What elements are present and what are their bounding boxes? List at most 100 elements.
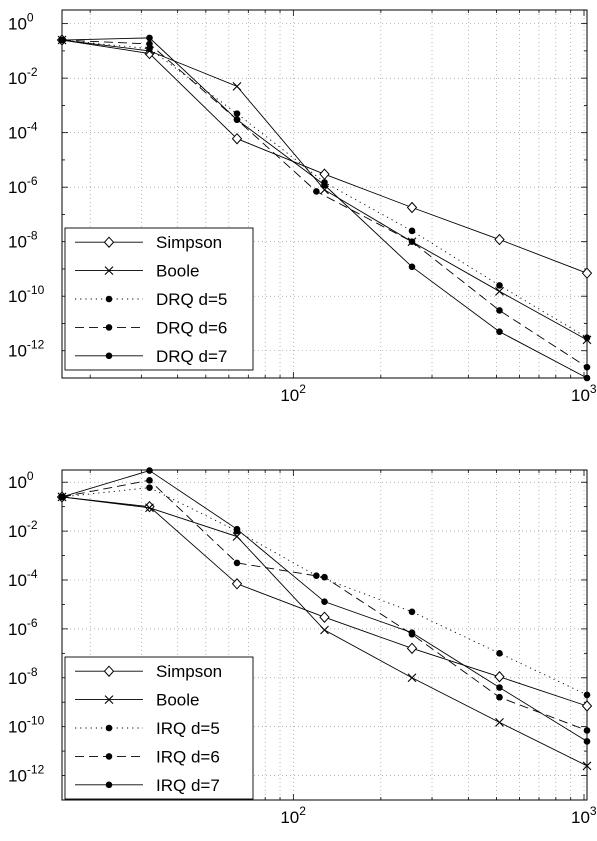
data-point <box>146 484 153 491</box>
legend-marker <box>104 695 114 704</box>
y-tick-label: 10-6 <box>8 174 38 197</box>
legend-marker <box>105 781 113 789</box>
data-point <box>58 493 66 501</box>
data-point <box>146 467 153 474</box>
x-tick-label: 103 <box>571 804 597 827</box>
data-point <box>319 168 330 180</box>
y-tick-label: 10-10 <box>8 283 45 306</box>
y-tick-label: 10-10 <box>8 714 45 737</box>
y-tick-label: 10-12 <box>8 763 45 786</box>
legend-marker <box>105 352 113 360</box>
data-point <box>321 598 328 605</box>
data-point <box>321 181 328 189</box>
data-point <box>583 334 591 342</box>
legend-label: DRQ d=5 <box>156 290 227 309</box>
legend-label: DRQ d=7 <box>156 347 227 366</box>
data-point <box>319 611 330 623</box>
legend-marker <box>105 724 113 732</box>
y-tick-label: 10-2 <box>8 518 38 541</box>
data-point <box>496 282 503 289</box>
data-point <box>233 110 241 117</box>
legend-label: Simpson <box>156 662 222 681</box>
data-point <box>583 363 591 371</box>
data-point <box>408 629 416 636</box>
y-tick-label: 10-6 <box>8 616 38 639</box>
data-point <box>496 693 503 701</box>
y-tick-label: 10-2 <box>8 65 38 88</box>
top-panel: 100 10-2 10-4 10-6 10-8 10-10 10-12 102 103 Simps… <box>8 9 597 405</box>
data-point <box>320 625 329 635</box>
data-point <box>495 717 504 727</box>
data-point <box>58 36 66 44</box>
series-irq-d-7 <box>58 467 591 745</box>
data-point <box>408 608 416 616</box>
legend-label: IRQ d=7 <box>156 776 220 795</box>
data-point <box>583 727 591 734</box>
data-point <box>313 572 320 579</box>
legend-marker <box>103 236 115 248</box>
data-point <box>495 287 504 296</box>
legend-label: Boole <box>156 691 199 710</box>
data-point <box>494 233 505 246</box>
data-point <box>145 503 154 513</box>
data-point <box>583 691 591 699</box>
x-tick-label: 102 <box>280 804 306 827</box>
data-point <box>408 238 416 246</box>
legend-marker <box>105 295 113 303</box>
legend-label: Boole <box>156 262 199 281</box>
data-point <box>146 34 153 42</box>
legend-label: DRQ d=6 <box>156 318 227 337</box>
data-point <box>408 227 416 235</box>
data-point <box>321 573 328 581</box>
y-tick-label: 10-12 <box>8 338 45 361</box>
data-point <box>406 642 418 655</box>
axes-frame <box>61 9 588 379</box>
data-point <box>407 673 417 683</box>
series-boole <box>57 492 592 771</box>
bottom-panel: 100 10-2 10-4 10-6 10-8 10-10 10-12 102 103 Simps… <box>8 467 597 827</box>
data-point <box>233 559 241 567</box>
legend-marker <box>104 266 114 275</box>
x-tick-label: 102 <box>280 382 306 405</box>
data-point <box>146 40 153 48</box>
data-point <box>496 328 503 335</box>
y-tick-label: 10-4 <box>8 120 38 143</box>
data-point <box>581 267 593 279</box>
data-point <box>581 700 593 712</box>
data-point <box>146 476 153 484</box>
data-point <box>231 578 243 590</box>
series-drq-d-7 <box>58 34 591 382</box>
axes-frame <box>61 469 588 801</box>
data-point <box>146 45 153 53</box>
y-tick-label: 10-8 <box>8 229 38 252</box>
data-point <box>313 188 320 195</box>
legend-label: Simpson <box>156 233 222 252</box>
data-point <box>406 201 418 214</box>
y-tick-label: 10-8 <box>8 665 38 688</box>
legend: Simpson Boole IRQ d=5 IRQ d=6 IRQ d=7 <box>64 656 254 800</box>
data-point <box>494 671 505 683</box>
data-point <box>233 116 241 123</box>
x-tick-label: 103 <box>571 382 597 405</box>
legend-marker <box>105 324 113 331</box>
y-tick-label: 10-4 <box>8 567 38 590</box>
y-tick-label: 100 <box>8 469 34 492</box>
data-point <box>496 684 503 691</box>
data-point <box>496 650 503 657</box>
data-point <box>582 761 592 771</box>
data-point <box>231 132 243 145</box>
data-point <box>496 307 503 314</box>
legend-marker <box>103 665 115 677</box>
data-point <box>583 374 591 382</box>
data-point <box>232 81 242 91</box>
data-point <box>233 525 241 533</box>
legend-label: IRQ d=6 <box>156 747 220 766</box>
data-point <box>232 532 242 541</box>
data-point <box>583 738 591 745</box>
legend-marker <box>105 753 113 760</box>
y-tick-label: 100 <box>8 11 34 34</box>
data-point <box>408 263 416 271</box>
legend: Simpson Boole DRQ d=5 DRQ d=6 DRQ d=7 <box>64 227 254 371</box>
legend-label: IRQ d=5 <box>156 719 220 738</box>
